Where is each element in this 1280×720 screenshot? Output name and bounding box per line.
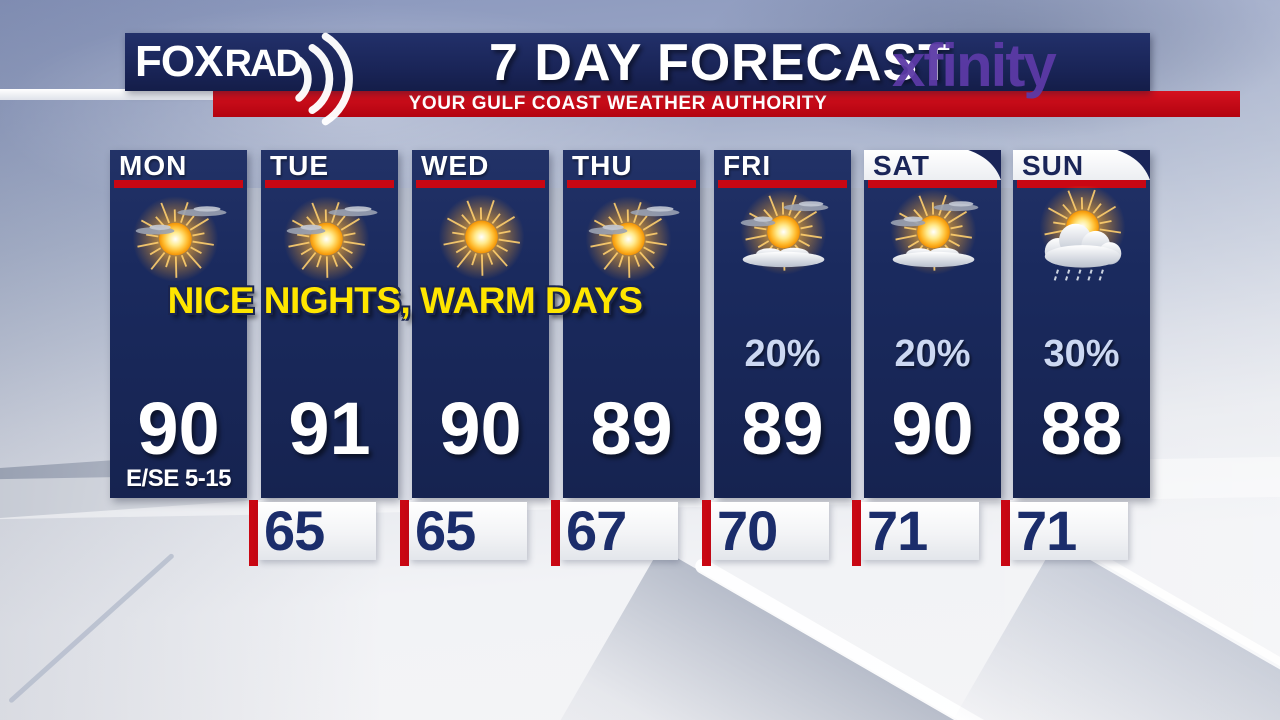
high-temp: 90 (891, 387, 974, 470)
day-label: FRI (723, 150, 772, 181)
logo-rad-text: RAD (224, 43, 302, 85)
high-temp: 89 (741, 387, 824, 470)
day-label: MON (119, 150, 188, 181)
weekend-corner-swoosh (1117, 150, 1150, 180)
precip-chance: 30% (1043, 333, 1120, 375)
low-accent-bar (249, 500, 258, 566)
header-title-bar: FOXRAD 7 DAY FORECAST (125, 33, 1150, 91)
low-accent-bar (400, 500, 409, 566)
day-header: WED (412, 150, 549, 181)
forecast-banner: NICE NIGHTS, WARM DAYS (167, 280, 643, 321)
low-temp: 67 (566, 499, 627, 562)
low-temp: 65 (415, 499, 476, 562)
day-accent-bar (265, 180, 394, 188)
day-label: WED (421, 150, 490, 181)
weather-icon-scattered-showers (1015, 183, 1148, 294)
low-temp-box: 71 (1001, 500, 1133, 566)
high-temp: 90 (137, 387, 220, 470)
precip-chance: 20% (894, 333, 971, 375)
low-temp-panel: 71 (861, 502, 979, 560)
weekend-corner-swoosh (968, 150, 1001, 180)
background-pillar (1001, 188, 1013, 500)
low-temp-box: 67 (551, 500, 683, 566)
precip-chance: 20% (744, 333, 821, 375)
day-column-wed: WED 90 (412, 150, 549, 498)
low-temp-box: 65 (400, 500, 532, 566)
weather-icon-mostly-sunny (112, 186, 245, 294)
day-column-tue: TUE 91 (261, 150, 398, 498)
background-pillar (851, 188, 864, 500)
high-temp: 89 (590, 387, 673, 470)
day-accent-bar (868, 180, 997, 188)
high-temp: 91 (288, 387, 371, 470)
day-column-sun: SUN 30% 88 (1013, 150, 1150, 498)
weather-icon-partly-cloudy (866, 186, 999, 294)
day-header: SUN (1013, 150, 1150, 181)
day-label: TUE (270, 150, 329, 181)
background-pillar (700, 188, 714, 500)
day-label: SAT (873, 150, 930, 181)
day-header: MON (110, 150, 247, 181)
low-temp-panel: 67 (560, 502, 678, 560)
background-pillar (398, 188, 412, 500)
day-column-sat: SAT 20% 90 (864, 150, 1001, 498)
radar-arcs-icon (295, 32, 353, 126)
day-column-thu: THU 89 (563, 150, 700, 498)
low-temp-box: 71 (852, 500, 984, 566)
day-column-mon: MON 90 E/SE 5-15 (110, 150, 247, 498)
header-subtitle: YOUR GULF COAST WEATHER AUTHORITY (408, 93, 828, 114)
low-temp: 71 (1016, 499, 1077, 562)
day-accent-bar (1017, 180, 1146, 188)
day-column-fri: FRI 20% 89 (714, 150, 851, 498)
precip-chance (261, 332, 398, 376)
weather-icon-sunny (414, 186, 547, 294)
low-accent-bar (702, 500, 711, 566)
background-pillar (247, 188, 261, 500)
page-title: 7 DAY FORECAST (489, 34, 951, 92)
weather-icon-mostly-sunny (565, 186, 698, 294)
low-temp-box: 70 (702, 500, 834, 566)
day-accent-bar (416, 180, 545, 188)
precip-chance (110, 332, 247, 376)
low-accent-bar (852, 500, 861, 566)
day-label: THU (572, 150, 633, 181)
low-temp: 70 (717, 499, 778, 562)
day-label: SUN (1022, 150, 1085, 181)
low-temp-box: 65 (249, 500, 381, 566)
low-temp-panel: 65 (409, 502, 527, 560)
day-header: TUE (261, 150, 398, 181)
day-header: FRI (714, 150, 851, 181)
low-temp: 65 (264, 499, 325, 562)
header-left-strip (0, 89, 214, 100)
foxrad-logo: FOXRAD (135, 33, 303, 101)
low-temp-panel: 65 (258, 502, 376, 560)
xfinity-logo: xfinity (892, 32, 1057, 99)
day-header: SAT (864, 150, 1001, 181)
day-header: THU (563, 150, 700, 181)
wind-text: E/SE 5-15 (126, 465, 231, 492)
day-accent-bar (718, 180, 847, 188)
low-accent-bar (1001, 500, 1010, 566)
background-pillar (549, 188, 563, 500)
weather-icon-mostly-sunny (263, 186, 396, 294)
low-temp-panel: 70 (711, 502, 829, 560)
low-temp: 71 (867, 499, 928, 562)
high-temp: 88 (1040, 387, 1123, 470)
day-accent-bar (114, 180, 243, 188)
day-accent-bar (567, 180, 696, 188)
weather-icon-partly-cloudy (716, 186, 849, 294)
low-temp-panel: 71 (1010, 502, 1128, 560)
precip-chance (412, 332, 549, 376)
high-temp: 90 (439, 387, 522, 470)
precip-chance (563, 332, 700, 376)
header-subtitle-bar: YOUR GULF COAST WEATHER AUTHORITY (213, 91, 1240, 117)
logo-fox-text: FOX (135, 37, 223, 86)
low-accent-bar (551, 500, 560, 566)
